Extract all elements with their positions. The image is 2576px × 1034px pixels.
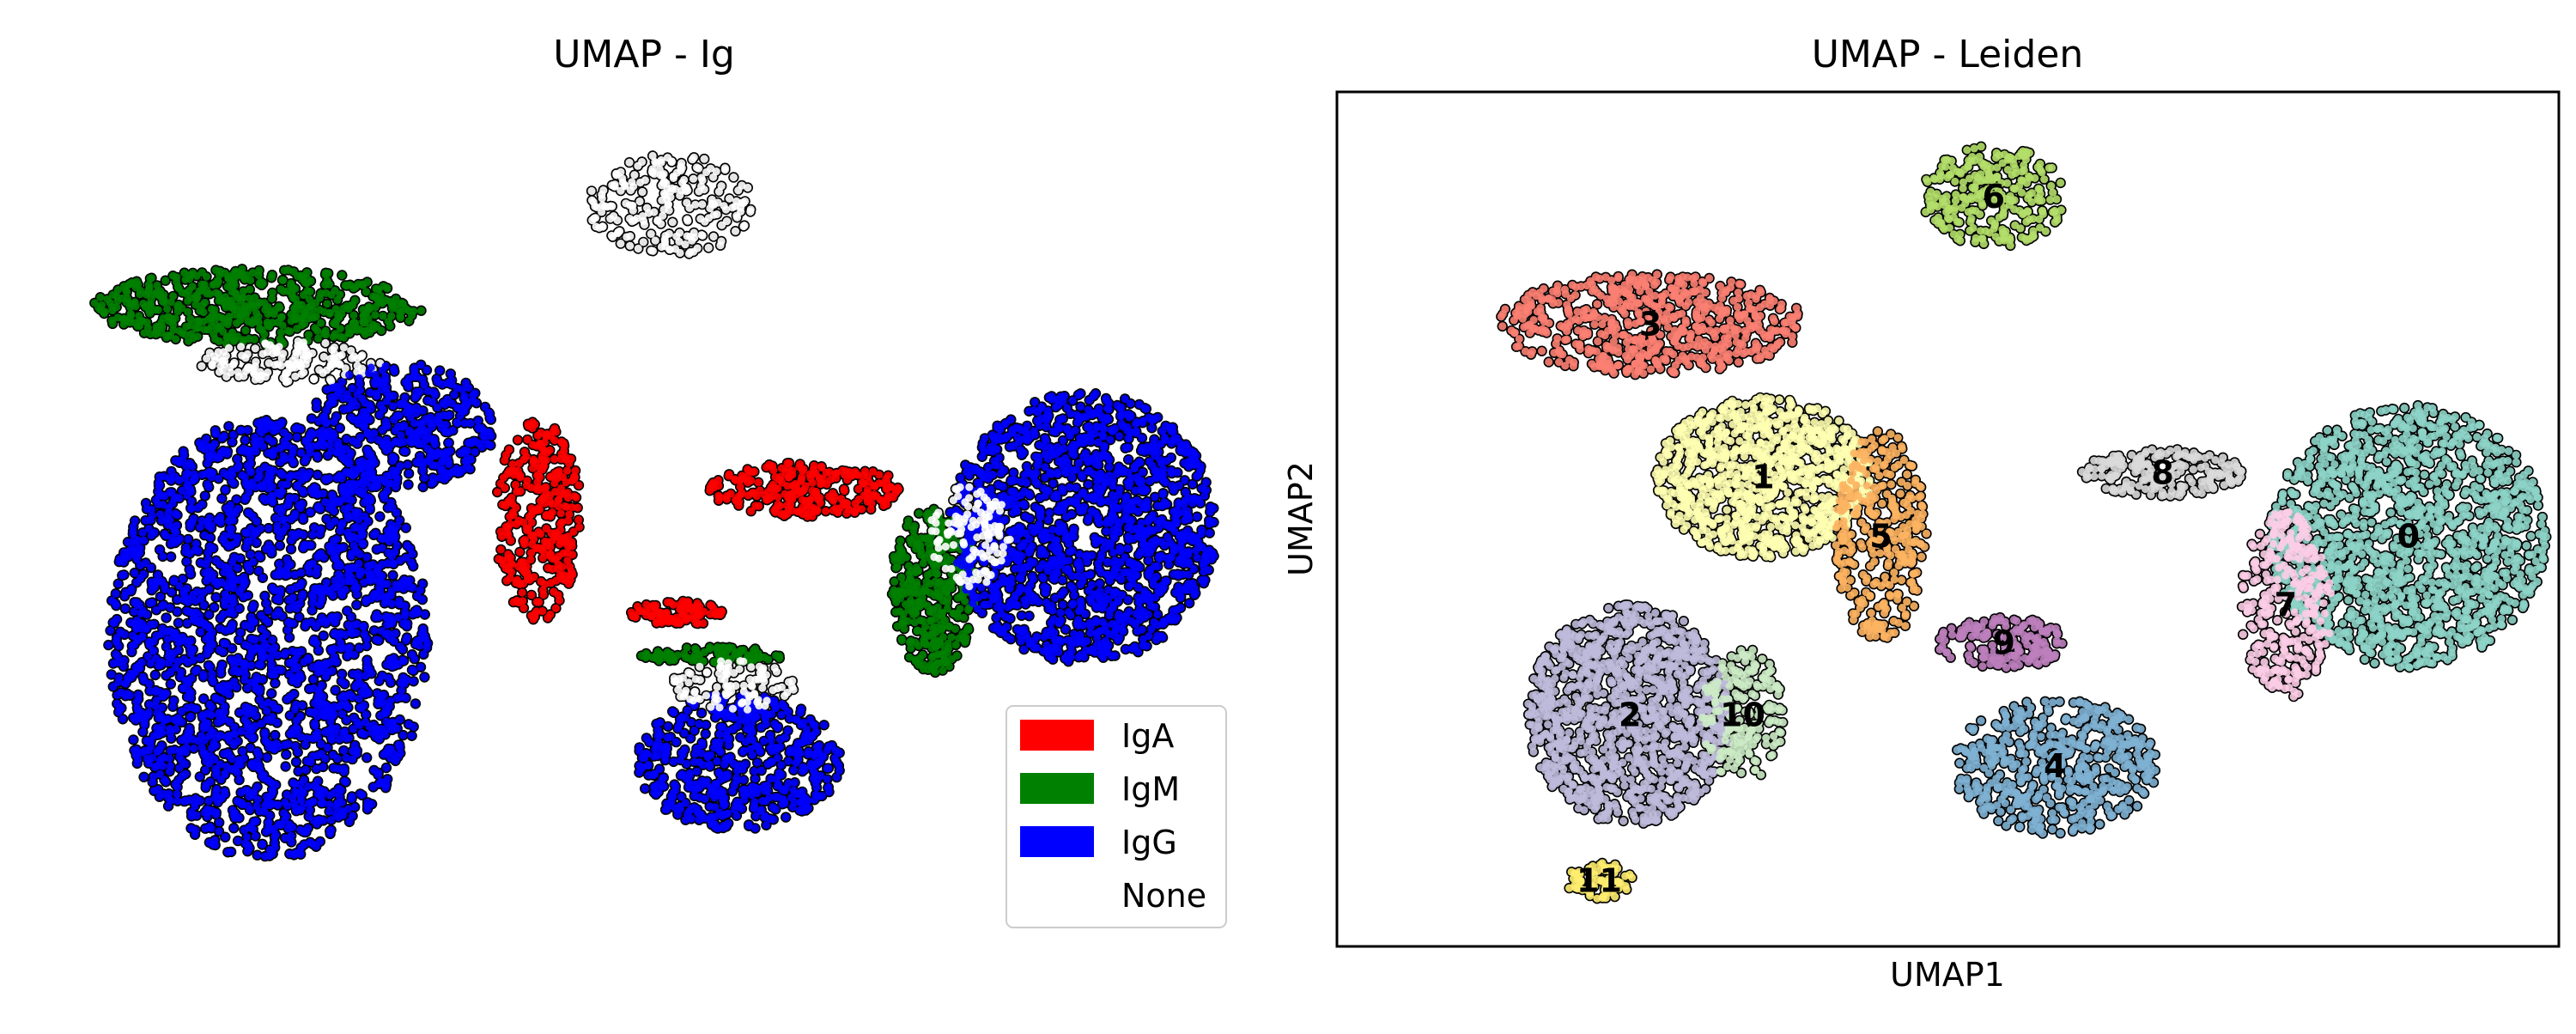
- umap-ig-panel: UMAP - Ig IgA IgM IgG None: [89, 33, 1227, 928]
- umap-ig-points: [89, 150, 1219, 862]
- umap-ig-title: UMAP - Ig: [553, 33, 735, 76]
